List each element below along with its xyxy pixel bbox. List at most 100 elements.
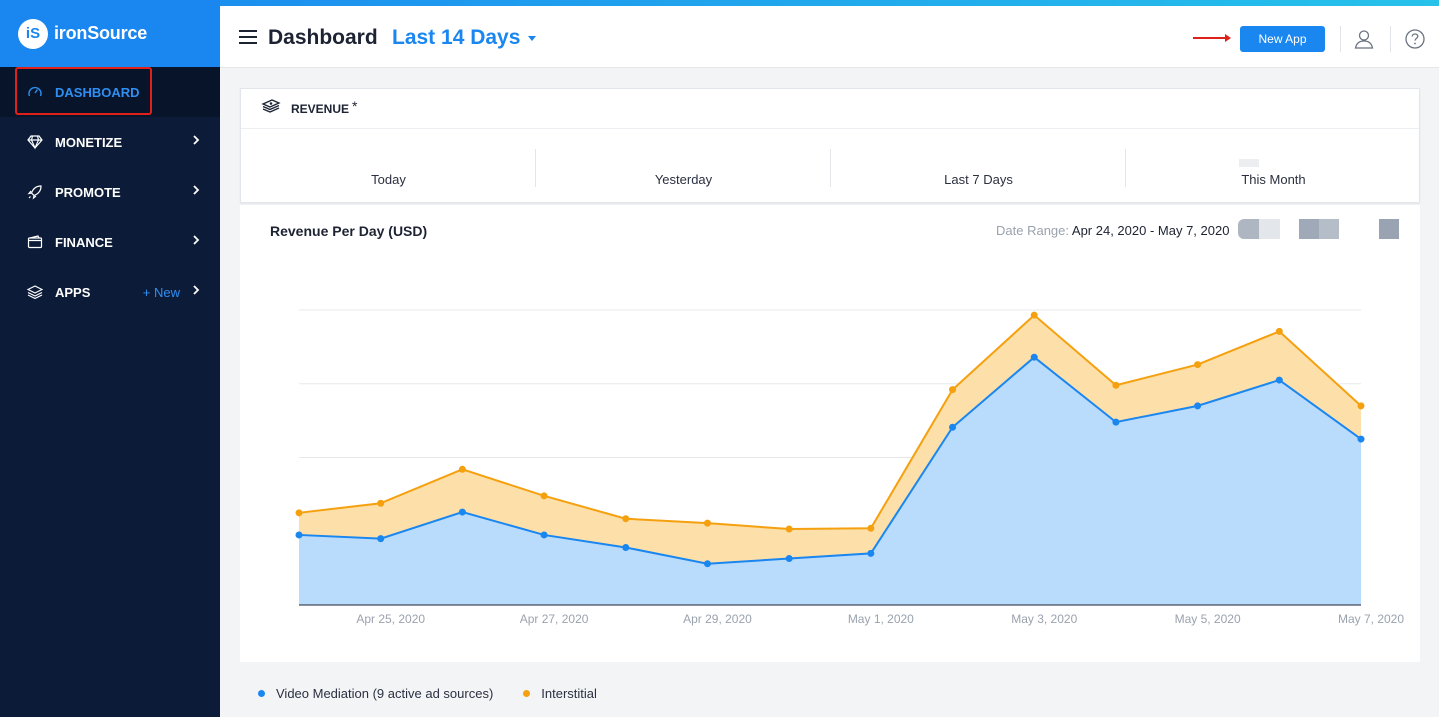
- header-divider: [1340, 26, 1341, 52]
- revenue-divider: [1125, 149, 1126, 187]
- point-interstitial: [1357, 402, 1365, 410]
- brand[interactable]: iS ironSource: [0, 0, 220, 67]
- brand-logo-icon: iS: [18, 18, 48, 49]
- layers-icon: [26, 283, 44, 301]
- diamond-icon: [26, 133, 44, 151]
- point-video-mediation: [458, 508, 466, 516]
- caret-down-icon: [528, 35, 537, 41]
- sidebar-item-apps[interactable]: APPS + New: [0, 267, 220, 317]
- view-toggle-placeholder[interactable]: [1299, 219, 1339, 239]
- point-interstitial: [1194, 361, 1202, 369]
- sidebar-item-dashboard[interactable]: DASHBOARD: [0, 67, 220, 117]
- sidebar: iS ironSource DASHBOARD MONETIZE PROMOTE…: [0, 0, 220, 717]
- legend-item-interstitial[interactable]: Interstitial: [523, 686, 597, 701]
- top-accent-bar: [0, 0, 1439, 6]
- revenue-chart: Apr 25, 2020 Apr 27, 2020 Apr 29, 2020 May …: [295, 309, 1404, 626]
- sidebar-item-label: DASHBOARD: [55, 84, 140, 100]
- point-video-mediation: [1112, 418, 1120, 426]
- revenue-card-header: REVENUE *: [241, 89, 1419, 129]
- point-interstitial: [622, 515, 630, 523]
- point-video-mediation: [377, 535, 385, 543]
- legend-label: Interstitial: [541, 686, 597, 701]
- revenue-divider: [830, 149, 831, 187]
- legend-dot-icon: [258, 690, 265, 697]
- period-label: Today: [371, 172, 406, 187]
- sidebar-item-finance[interactable]: FINANCE: [0, 217, 220, 267]
- placeholder-block: [1239, 159, 1259, 167]
- point-interstitial: [867, 524, 875, 532]
- x-tick-label: May 1, 2020: [848, 612, 914, 626]
- annotation-arrow: [1193, 37, 1227, 39]
- point-interstitial: [377, 499, 385, 507]
- point-video-mediation: [867, 549, 875, 557]
- revenue-title: REVENUE: [291, 101, 350, 116]
- export-control-placeholder[interactable]: [1238, 219, 1280, 239]
- x-tick-label: Apr 27, 2020: [520, 612, 589, 626]
- point-video-mediation: [1030, 353, 1038, 361]
- period-label: Last 7 Days: [944, 172, 1013, 187]
- revenue-period-last-7-days: Last 7 Days: [831, 149, 1126, 187]
- point-video-mediation: [1357, 435, 1365, 443]
- chart-legend: Video Mediation (9 active ad sources) In…: [258, 686, 627, 701]
- chart-date-range: Date Range: Apr 24, 2020 - May 7, 2020: [996, 223, 1229, 238]
- date-range-select-label: Last 14 Days: [392, 26, 521, 49]
- chart-title: Revenue Per Day (USD): [270, 223, 428, 239]
- x-tick-label: May 3, 2020: [1011, 612, 1077, 626]
- sidebar-item-label: MONETIZE: [55, 134, 123, 150]
- new-app-button[interactable]: New App: [1240, 26, 1325, 52]
- revenue-divider: [535, 149, 536, 187]
- period-label: Yesterday: [654, 172, 713, 187]
- header: Dashboard Last 14 Days New App: [220, 6, 1439, 68]
- period-label: This Month: [1241, 172, 1306, 187]
- legend-label: Video Mediation (9 active ad sources): [276, 686, 494, 701]
- wallet-icon: [26, 233, 44, 251]
- point-interstitial: [295, 509, 303, 517]
- date-range-label: Date Range:: [996, 223, 1069, 238]
- area-video-mediation: [299, 357, 1361, 605]
- sidebar-item-label: FINANCE: [55, 234, 113, 250]
- chevron-right-icon: [192, 134, 200, 149]
- date-range-value: Apr 24, 2020 - May 7, 2020: [1071, 223, 1230, 238]
- chevron-right-icon: [192, 234, 200, 249]
- point-video-mediation: [703, 560, 711, 568]
- point-interstitial: [1112, 381, 1120, 389]
- header-divider: [1390, 26, 1391, 52]
- point-interstitial: [458, 465, 466, 473]
- point-video-mediation: [295, 531, 303, 539]
- point-video-mediation: [1194, 402, 1202, 410]
- help-icon[interactable]: [1404, 28, 1426, 50]
- dashboard-highlight-box: [15, 67, 152, 115]
- revenue-period-yesterday: Yesterday: [536, 149, 831, 187]
- x-tick-label: May 7, 2020: [1338, 612, 1404, 626]
- point-interstitial: [949, 386, 957, 394]
- point-interstitial: [703, 519, 711, 527]
- hamburger-menu-icon[interactable]: [239, 30, 257, 44]
- rocket-icon: [26, 183, 44, 201]
- point-video-mediation: [622, 543, 630, 551]
- sidebar-item-promote[interactable]: PROMOTE: [0, 167, 220, 217]
- date-range-select[interactable]: Last 14 Days: [392, 26, 537, 50]
- speedometer-icon: [26, 83, 44, 101]
- line-video-mediation: [298, 355, 1362, 565]
- chart-card: Revenue Per Day (USD) Date Range: Apr 24…: [240, 205, 1420, 662]
- point-video-mediation: [540, 531, 548, 539]
- brand-name: ironSource: [54, 23, 148, 43]
- point-interstitial: [1275, 327, 1283, 335]
- line-interstitial: [298, 313, 1362, 531]
- revenue-period-this-month: This Month: [1126, 149, 1421, 187]
- settings-placeholder[interactable]: [1379, 219, 1399, 239]
- legend-item-video-mediation[interactable]: Video Mediation (9 active ad sources): [258, 686, 493, 701]
- point-interstitial: [1030, 311, 1038, 319]
- revenue-asterisk: *: [352, 97, 358, 114]
- new-app-link[interactable]: + New: [142, 284, 180, 300]
- x-tick-label: Apr 29, 2020: [683, 612, 752, 626]
- user-icon[interactable]: [1353, 28, 1375, 50]
- chevron-right-icon: [192, 284, 200, 299]
- sidebar-item-monetize[interactable]: MONETIZE: [0, 117, 220, 167]
- revenue-period-today: Today: [241, 149, 536, 187]
- sidebar-item-label: PROMOTE: [55, 184, 121, 200]
- revenue-card: REVENUE * Today Yesterday Last 7 Days Th…: [240, 88, 1420, 203]
- point-video-mediation: [785, 555, 793, 563]
- point-video-mediation: [949, 423, 957, 431]
- x-tick-label: Apr 25, 2020: [356, 612, 425, 626]
